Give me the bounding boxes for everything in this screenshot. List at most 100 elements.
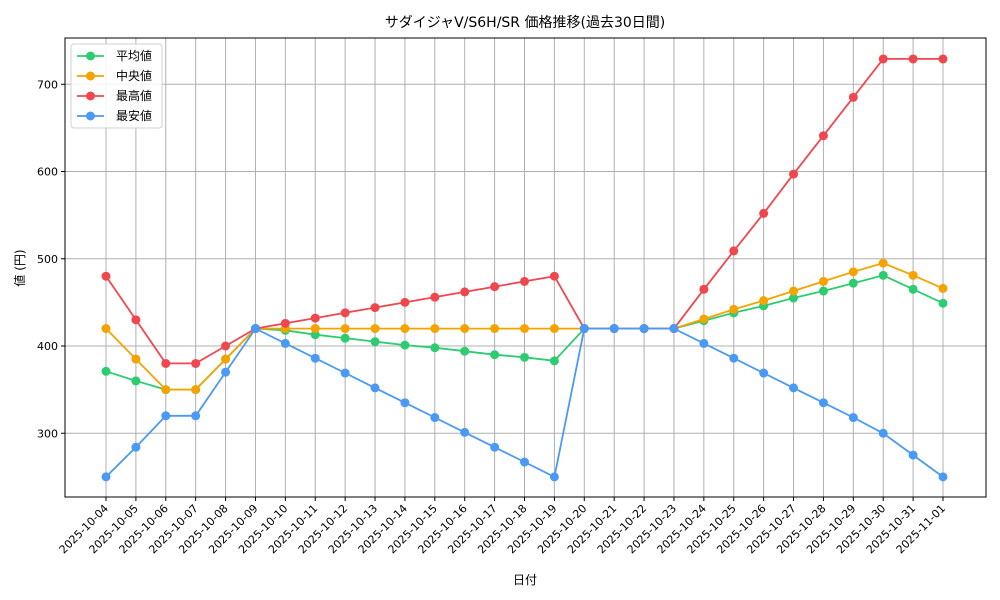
data-point: [191, 411, 201, 421]
data-point: [460, 427, 470, 437]
x-axis-label: 日付: [513, 573, 537, 587]
data-point: [729, 304, 739, 314]
data-point: [848, 267, 858, 277]
data-point: [221, 341, 231, 351]
data-point: [609, 324, 619, 334]
data-point: [938, 472, 948, 482]
data-point: [549, 324, 559, 334]
data-point: [370, 324, 380, 334]
legend-item: 平均値: [77, 48, 152, 63]
data-point: [520, 457, 529, 467]
data-point: [221, 354, 231, 364]
data-point: [699, 314, 709, 324]
data-point: [699, 284, 709, 294]
data-point: [759, 368, 769, 378]
data-point: [908, 284, 918, 294]
data-point: [490, 282, 500, 292]
data-point: [549, 271, 559, 281]
data-point: [848, 92, 858, 102]
data-point: [549, 356, 559, 366]
data-point: [400, 398, 410, 408]
data-point: [699, 338, 709, 348]
legend-item: 最安値: [77, 108, 152, 123]
data-point: [340, 308, 350, 318]
data-point: [878, 258, 888, 268]
data-point: [490, 350, 500, 360]
grid-lines: [65, 38, 986, 497]
y-tick-label: 500: [37, 253, 58, 266]
data-point: [878, 54, 888, 64]
data-point: [400, 324, 410, 334]
data-point: [370, 337, 380, 347]
legend-item: 最高値: [77, 88, 152, 103]
data-point: [490, 324, 500, 334]
data-point: [370, 303, 380, 313]
y-tick-label: 400: [37, 340, 58, 353]
y-axis-label: 値 (円): [12, 249, 27, 286]
data-point: [818, 131, 828, 141]
chart-title: サダイジャV/S6H/SR 価格推移(過去30日間): [385, 15, 665, 31]
data-point: [878, 270, 888, 280]
data-point: [759, 208, 769, 218]
data-point: [818, 276, 828, 286]
data-point: [938, 54, 948, 64]
data-point: [161, 385, 171, 395]
data-point: [280, 318, 290, 328]
data-point: [549, 472, 559, 482]
data-point: [101, 472, 111, 482]
data-point: [789, 286, 799, 296]
data-point: [729, 353, 739, 363]
data-point: [131, 354, 141, 364]
data-point: [520, 352, 529, 362]
legend-label: 中央値: [116, 68, 152, 83]
y-tick-label: 700: [37, 78, 58, 91]
data-point: [101, 366, 111, 376]
data-point: [669, 324, 679, 334]
data-point: [908, 270, 918, 280]
legend-label: 最高値: [116, 88, 152, 103]
data-point: [430, 343, 440, 353]
data-point: [520, 276, 529, 286]
data-point: [310, 313, 320, 323]
data-point: [370, 383, 380, 393]
data-point: [131, 315, 141, 325]
data-point: [131, 442, 141, 452]
data-point: [161, 358, 171, 368]
data-point: [460, 346, 470, 356]
data-point: [818, 398, 828, 408]
data-point: [789, 383, 799, 393]
data-point: [818, 286, 828, 296]
data-point: [250, 324, 260, 334]
data-point: [460, 287, 470, 297]
data-point: [280, 338, 290, 348]
data-point: [789, 169, 799, 179]
y-tick-label: 600: [37, 166, 58, 179]
data-point: [340, 324, 350, 334]
data-point: [340, 333, 350, 343]
data-point: [878, 428, 888, 438]
data-point: [101, 271, 111, 281]
data-point: [430, 292, 440, 302]
data-point: [579, 324, 589, 334]
data-point: [729, 246, 739, 256]
data-point: [639, 324, 649, 334]
data-point: [191, 358, 201, 368]
data-point: [789, 293, 799, 303]
series-line: [101, 324, 948, 482]
data-point: [400, 297, 410, 307]
data-series: [101, 54, 948, 482]
data-point: [430, 413, 440, 423]
data-point: [340, 368, 350, 378]
data-point: [191, 385, 201, 395]
y-axis-ticks: 300 400 500 600 700: [37, 78, 65, 440]
data-point: [908, 450, 918, 460]
plot-frame: [64, 37, 987, 498]
x-axis-ticks: 2025-10-042025-10-052025-10-062025-10-07…: [57, 497, 948, 556]
data-point: [131, 376, 141, 386]
data-point: [310, 324, 320, 334]
data-point: [460, 324, 470, 334]
legend-label: 最安値: [116, 108, 152, 123]
data-point: [400, 340, 410, 350]
data-point: [101, 324, 111, 334]
